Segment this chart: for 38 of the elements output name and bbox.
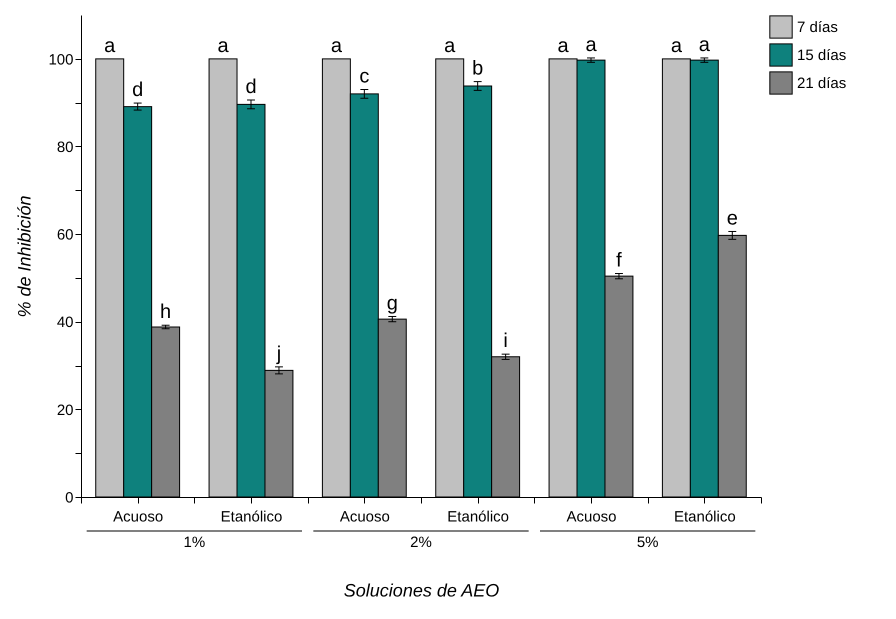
y-tick-label: 0 xyxy=(65,490,74,506)
text: 5% xyxy=(636,534,659,551)
x-tick-label: Etanólico xyxy=(220,508,282,526)
x-tick-label: Etanólico xyxy=(674,508,736,526)
text: 1% xyxy=(183,534,206,551)
data-label: a xyxy=(585,34,598,56)
data-label: a xyxy=(557,34,570,57)
legend-label: 15 días xyxy=(797,47,846,64)
data-label: b xyxy=(472,58,484,80)
x-tick-label: Acuoso xyxy=(566,508,617,526)
x-tick-label: Acuoso xyxy=(340,508,390,526)
y-axis-title: % de Inhibición xyxy=(14,195,34,318)
data-label: a xyxy=(670,34,683,57)
x-tick-label: Acuoso xyxy=(113,508,164,526)
y-tick-label: 100 xyxy=(48,51,74,68)
data-label: e xyxy=(726,207,738,230)
data-label: d xyxy=(245,76,257,98)
text: 2% xyxy=(410,534,432,551)
data-label: h xyxy=(160,301,172,324)
data-label: j xyxy=(276,342,282,365)
y-tick-label: 40 xyxy=(56,314,74,332)
y-tick-label: 80 xyxy=(56,138,74,156)
data-label: g xyxy=(386,292,398,314)
x-tick-label: Etanólico xyxy=(447,508,510,526)
data-label: a xyxy=(698,34,711,56)
y-tick-label: 20 xyxy=(56,402,74,419)
data-label: d xyxy=(132,79,144,102)
data-label: a xyxy=(104,34,116,57)
y-tick-label: 60 xyxy=(56,226,74,244)
legend-label: 21 días xyxy=(797,75,846,92)
data-label: c xyxy=(359,65,370,88)
data-label: a xyxy=(330,34,343,57)
data-label: a xyxy=(217,34,230,57)
data-label: a xyxy=(444,34,456,57)
data-label: f xyxy=(616,250,622,272)
data-label: i xyxy=(503,330,508,352)
legend-label: 7 días xyxy=(797,19,838,36)
x-axis-title: Soluciones de AEO xyxy=(344,580,500,600)
